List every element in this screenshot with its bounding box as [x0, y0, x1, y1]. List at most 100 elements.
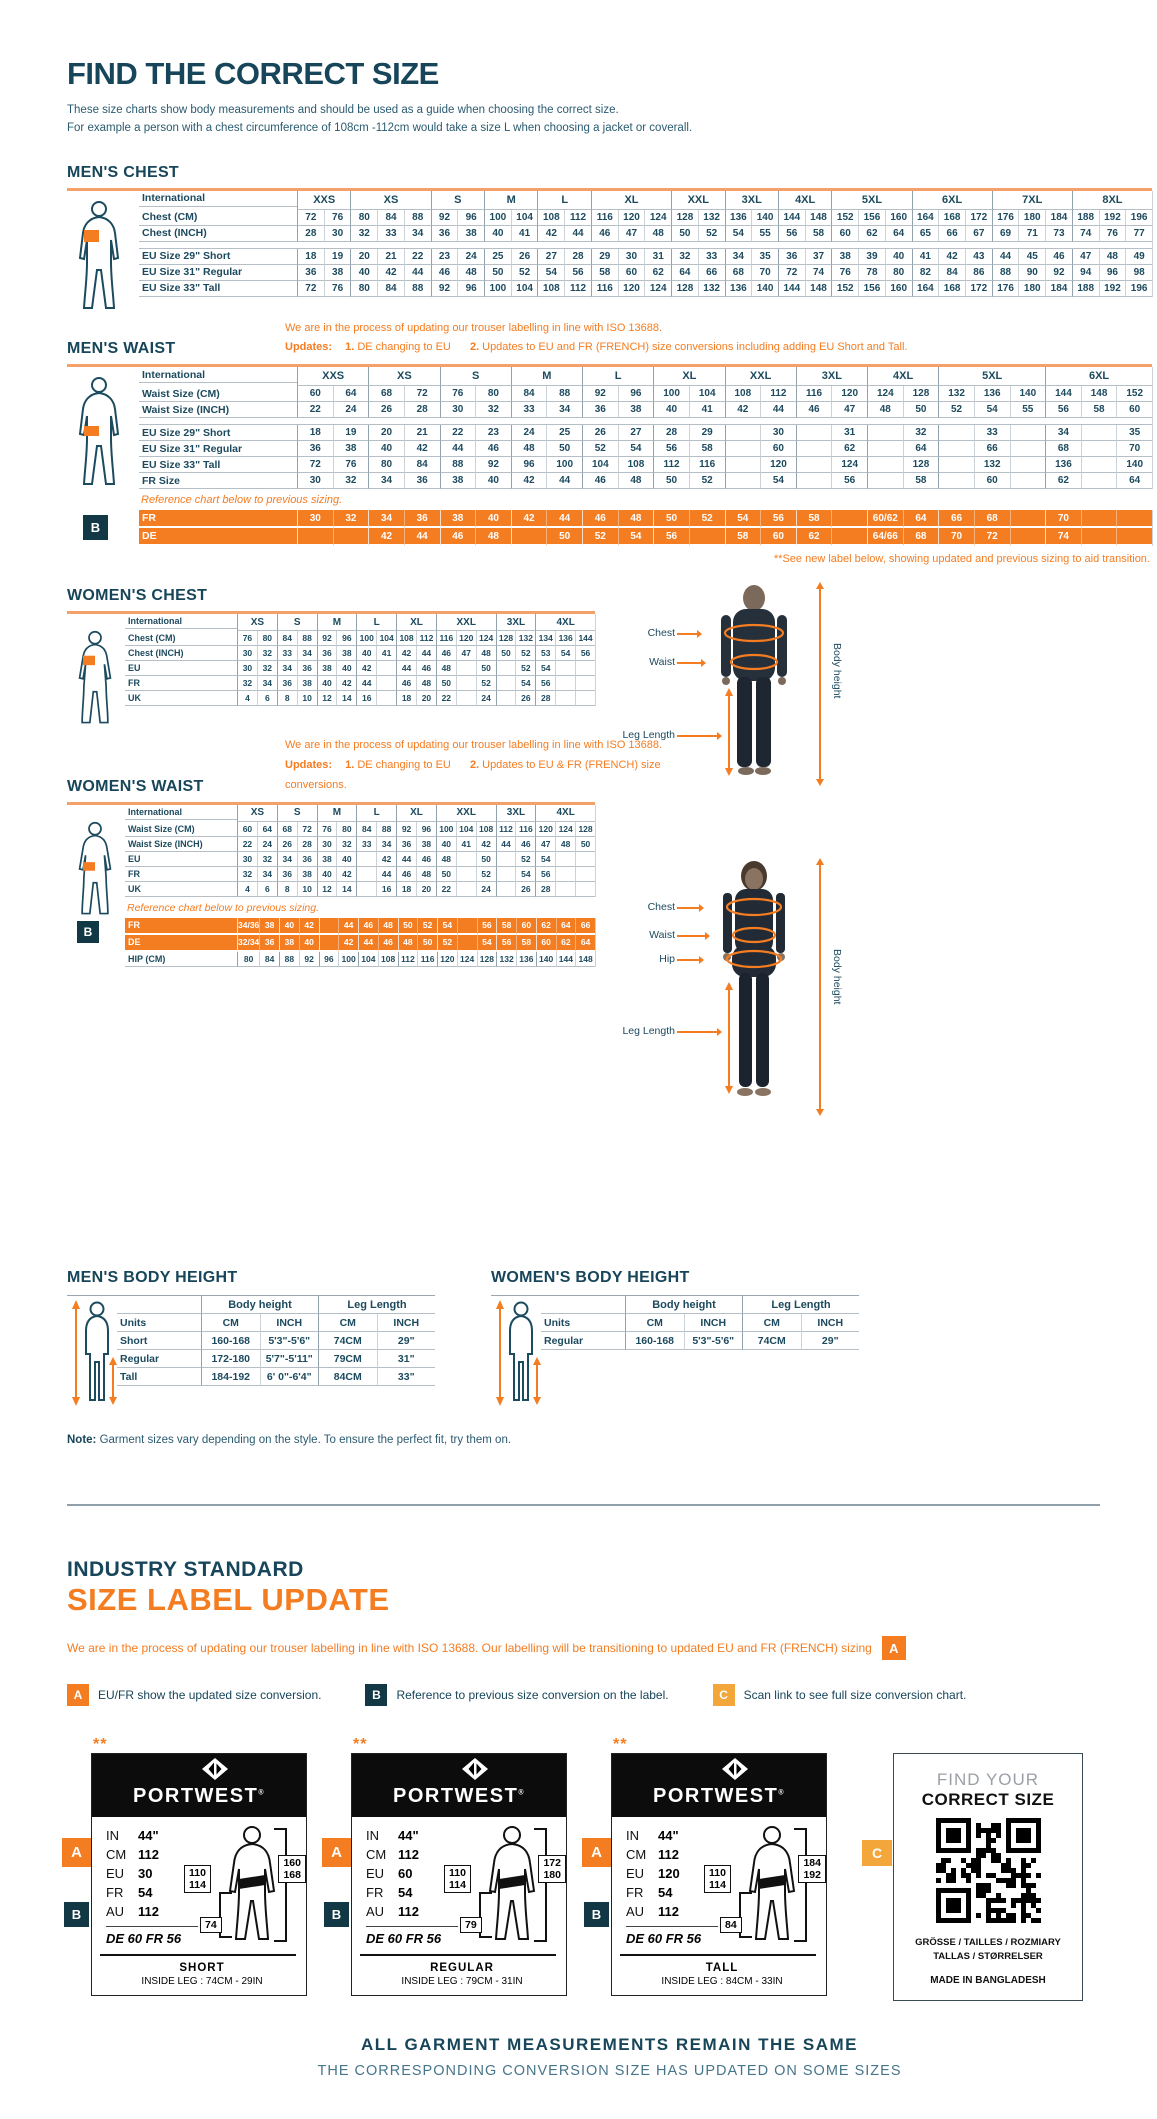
value-cell: 72 — [973, 528, 1010, 547]
value-cell: 14 — [336, 691, 357, 707]
value-cell: 72 — [297, 209, 324, 226]
size-value: 112 — [658, 1903, 679, 1919]
value-cell: 104 — [582, 457, 618, 474]
value-cell: 56 — [535, 676, 556, 692]
value-cell — [555, 676, 576, 692]
height-range-box: 172 180 — [538, 1855, 566, 1884]
value-cell: 52 — [582, 528, 618, 547]
value-cell: 39 — [858, 248, 885, 265]
value-cell — [575, 881, 595, 897]
value-cell: 38 — [296, 866, 317, 882]
size-value: 112 — [398, 1847, 419, 1863]
value-cell: 41 — [510, 225, 538, 242]
leg-length-box: 79 — [460, 1917, 482, 1934]
body-height-arrow — [816, 858, 824, 1117]
value-cell — [555, 881, 576, 897]
size-group-header: 3XL — [495, 614, 536, 632]
value-cell: 46 — [396, 866, 416, 882]
value-cell — [938, 425, 974, 442]
value-cell: 32 — [902, 425, 939, 442]
value-cell: 76 — [831, 264, 859, 281]
value-cell: 120 — [831, 386, 867, 403]
fit-name: SHORT — [179, 1962, 225, 1975]
value-cell: 128 — [575, 821, 595, 837]
value-cell: 116 — [590, 209, 618, 226]
value-cell: 104 — [510, 280, 538, 297]
body-height-arrow — [816, 582, 824, 787]
value-cell: 136 — [555, 631, 576, 647]
value-cell: 60 — [237, 821, 257, 837]
badge-b: B — [64, 1902, 89, 1928]
value-cell: 48 — [1098, 248, 1126, 265]
value-cell: 172 — [964, 280, 992, 297]
value-cell: 40 — [653, 402, 689, 419]
row-label: FR Size — [139, 473, 297, 490]
size-value: 112 — [138, 1847, 159, 1863]
value-cell: 74 — [1045, 528, 1081, 547]
label-header: PORTWEST® — [352, 1754, 566, 1818]
value-cell: 24 — [475, 881, 496, 897]
table-corner-label — [117, 1296, 201, 1315]
size-row: CM 112 — [366, 1846, 558, 1865]
value-cell: 68 — [276, 821, 297, 837]
value-cell: 50 — [575, 836, 595, 852]
size-unit: CM — [106, 1847, 127, 1863]
size-unit: AU — [626, 1903, 645, 1919]
size-label-card-regular: ** PORTWEST® IN 44" CM 112 EU 60 FR 54 AU 112 DE 60 … — [322, 1736, 567, 1997]
size-group-header: 4XL — [777, 190, 832, 210]
size-group-header: Body height — [201, 1296, 318, 1315]
value-cell: 24 — [256, 836, 277, 852]
badge-b: B — [77, 920, 99, 943]
value-cell: 46 — [582, 510, 618, 529]
qr-correct-size: CORRECT SIZE — [921, 1790, 1055, 1810]
value-cell: 152 — [831, 209, 859, 226]
value-cell: 41 — [911, 248, 939, 265]
value-cell: 74CM — [318, 1332, 377, 1351]
value-cell: 48 — [555, 836, 576, 852]
size-group-header: 4XL — [535, 614, 595, 632]
value-cell — [575, 661, 595, 677]
value-cell: 192 — [1098, 209, 1126, 226]
value-cell: 62 — [555, 934, 576, 952]
fit-name: REGULAR — [430, 1962, 494, 1975]
value-cell: 28 — [535, 881, 556, 897]
male-waist-outline-icon — [71, 376, 127, 493]
size-group-header: Leg Length — [742, 1296, 859, 1315]
value-cell: 40 — [484, 225, 511, 242]
value-cell: 27 — [617, 425, 654, 442]
value-cell: 54 — [617, 528, 654, 547]
value-cell: 46 — [396, 676, 416, 692]
table-spacer — [139, 242, 1152, 249]
size-label-update-section: INDUSTRY STANDARD SIZE LABEL UPDATE We a… — [62, 1558, 1152, 2079]
row-label: EU Size 29" Short — [139, 425, 297, 442]
value-cell: 42 — [510, 473, 547, 490]
value-cell: 100 — [484, 280, 511, 297]
value-cell: 33" — [376, 1368, 435, 1387]
value-cell: 90 — [1018, 264, 1046, 281]
previous-sizing: DE 60 FR 56 — [106, 1931, 182, 1947]
value-cell: 60 — [760, 441, 796, 458]
value-cell: 53 — [535, 646, 556, 662]
size-group-header: XXL — [671, 190, 725, 210]
table-corner-label: International — [139, 191, 297, 207]
size-group-header: 8XL — [1071, 190, 1152, 210]
value-cell: 128 — [671, 280, 698, 297]
value-cell: 66 — [938, 510, 974, 529]
value-cell: 168 — [938, 280, 965, 297]
value-cell: 58 — [1080, 402, 1117, 419]
value-cell: 42 — [376, 851, 397, 867]
value-cell: 156 — [858, 209, 885, 226]
size-group-header: XS — [237, 614, 277, 632]
value-cell: CM — [742, 1314, 801, 1333]
value-cell: 74CM — [742, 1332, 801, 1351]
value-cell: 48 — [377, 917, 398, 935]
value-cell: 44 — [416, 646, 436, 662]
row-label: EU Size 31" Regular — [139, 441, 297, 458]
value-cell — [455, 866, 476, 882]
size-group-header: M — [316, 614, 357, 632]
value-cell: 44 — [396, 851, 416, 867]
value-cell: 124 — [555, 821, 576, 837]
size-group-header: L — [537, 190, 591, 210]
value-cell: 44 — [358, 934, 378, 952]
size-row: CM 112 — [106, 1846, 298, 1865]
